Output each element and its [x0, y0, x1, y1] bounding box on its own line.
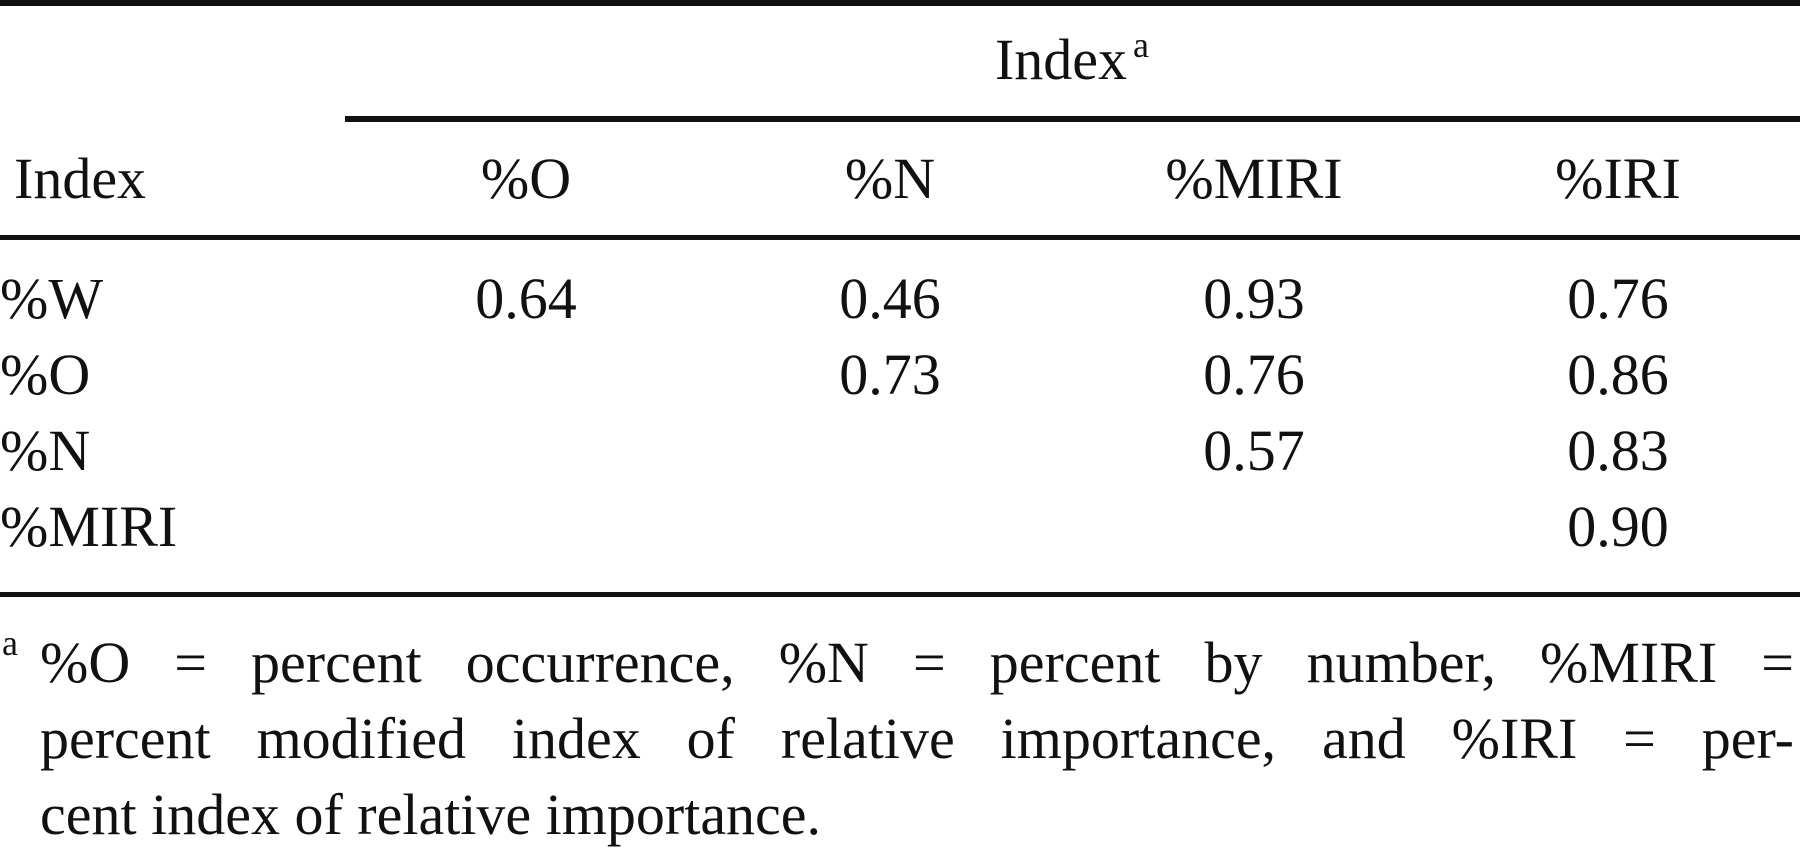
- table-cell: 0.76: [1567, 266, 1669, 331]
- header-bottom-rule: [0, 235, 1800, 240]
- table-cell: 0.76: [1203, 342, 1305, 407]
- footnote-mark: a: [2, 623, 18, 663]
- footnote-line: cent index of relative importance.: [40, 782, 822, 847]
- row-label-w: %W: [0, 266, 104, 331]
- column-header-percent-miri: %MIRI: [1165, 146, 1343, 211]
- footnote-line: %O = percent occurrence, %N = percent by…: [40, 630, 1794, 695]
- row-label-n: %N: [0, 418, 91, 483]
- spanner-footnote-mark: a: [1133, 25, 1150, 65]
- table-cell: 0.46: [839, 266, 941, 331]
- table-cell: 0.86: [1567, 342, 1669, 407]
- spanner-label: Index: [994, 27, 1128, 92]
- row-label-miri: %MIRI: [0, 494, 178, 559]
- table-cell: 0.90: [1567, 494, 1669, 559]
- table-cell: 0.73: [839, 342, 941, 407]
- column-header-percent-iri: %IRI: [1555, 146, 1681, 211]
- bottom-rule: [0, 592, 1800, 597]
- column-header-percent-n: %N: [844, 146, 936, 211]
- column-spanner: Index a: [995, 27, 1149, 89]
- row-label-o: %O: [0, 342, 91, 407]
- spanner-rule: [345, 116, 1800, 122]
- table-cell: 0.57: [1203, 418, 1305, 483]
- stub-header: Index: [14, 146, 147, 211]
- column-header-percent-o: %O: [480, 146, 572, 211]
- table-cell: 0.83: [1567, 418, 1669, 483]
- top-rule: [0, 0, 1800, 6]
- table-cell: 0.93: [1203, 266, 1305, 331]
- footnote-line: percent modified index of relative impor…: [40, 706, 1794, 771]
- table-cell: 0.64: [475, 266, 577, 331]
